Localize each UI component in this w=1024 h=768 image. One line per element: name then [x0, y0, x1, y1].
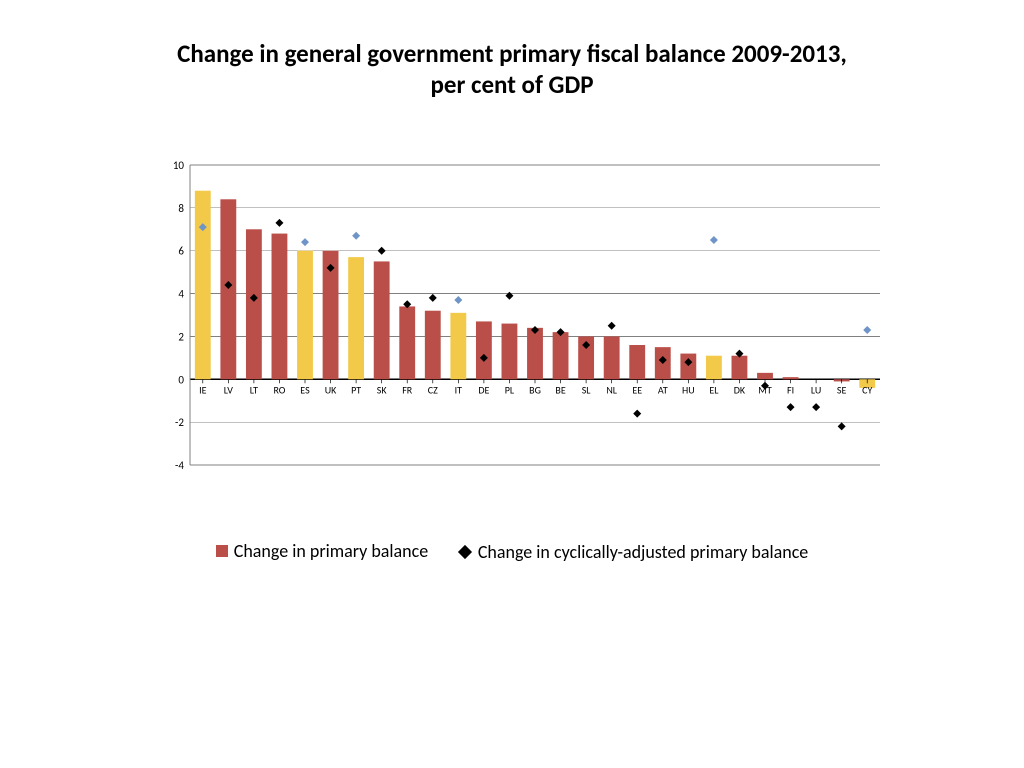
- legend-label-primary: Change in primary balance: [234, 540, 428, 562]
- svg-text:SK: SK: [377, 383, 388, 396]
- svg-text:LT: LT: [250, 383, 258, 396]
- svg-text:-2: -2: [175, 416, 184, 429]
- legend: Change in primary balance Change in cycl…: [0, 540, 1024, 563]
- svg-text:DE: DE: [478, 383, 489, 396]
- svg-text:LU: LU: [811, 383, 821, 396]
- svg-text:SE: SE: [837, 383, 847, 396]
- svg-text:PL: PL: [505, 383, 515, 396]
- svg-text:EL: EL: [709, 383, 719, 396]
- legend-item-cyclical: Change in cyclically-adjusted primary ba…: [460, 541, 808, 563]
- svg-text:6: 6: [178, 245, 184, 258]
- svg-text:FI: FI: [787, 383, 794, 396]
- svg-text:CY: CY: [862, 383, 872, 396]
- svg-text:UK: UK: [325, 383, 337, 396]
- svg-text:HU: HU: [682, 383, 695, 396]
- svg-text:LV: LV: [224, 383, 233, 396]
- svg-text:AT: AT: [658, 383, 668, 396]
- chart-svg: -4 -2 0 2 4 6 8 10 IE LV LT RO ES UK PT SK FR CZ IT DE PL BG B…: [155, 160, 885, 520]
- svg-text:10: 10: [173, 160, 185, 172]
- svg-text:0: 0: [178, 373, 184, 386]
- svg-text:4: 4: [178, 288, 184, 301]
- svg-text:EE: EE: [632, 383, 642, 396]
- svg-text:PT: PT: [351, 383, 361, 396]
- legend-square-icon: [216, 545, 228, 557]
- svg-text:BE: BE: [555, 383, 565, 396]
- svg-text:RO: RO: [273, 383, 285, 396]
- slide: Change in general government primary fis…: [0, 0, 1024, 768]
- chart-title: Change in general government primary fis…: [0, 38, 1024, 101]
- svg-text:CZ: CZ: [428, 383, 438, 396]
- legend-diamond-icon: [458, 545, 472, 559]
- svg-text:DK: DK: [734, 383, 746, 396]
- svg-text:-4: -4: [175, 459, 184, 472]
- title-line2: per cent of GDP: [430, 69, 593, 100]
- svg-text:IE: IE: [199, 383, 207, 396]
- svg-text:2: 2: [178, 330, 184, 343]
- svg-text:BG: BG: [529, 383, 541, 396]
- svg-text:FR: FR: [402, 383, 413, 396]
- svg-text:IT: IT: [455, 383, 463, 396]
- legend-label-cyclical: Change in cyclically-adjusted primary ba…: [478, 541, 808, 563]
- chart: -4 -2 0 2 4 6 8 10 IE LV LT RO ES UK PT SK FR CZ IT DE PL BG B…: [155, 160, 885, 520]
- legend-item-primary: Change in primary balance: [216, 540, 428, 562]
- svg-text:NL: NL: [606, 383, 617, 396]
- svg-text:8: 8: [178, 202, 184, 215]
- svg-text:SL: SL: [582, 383, 592, 396]
- title-line1: Change in general government primary fis…: [177, 38, 847, 69]
- svg-text:ES: ES: [300, 383, 310, 396]
